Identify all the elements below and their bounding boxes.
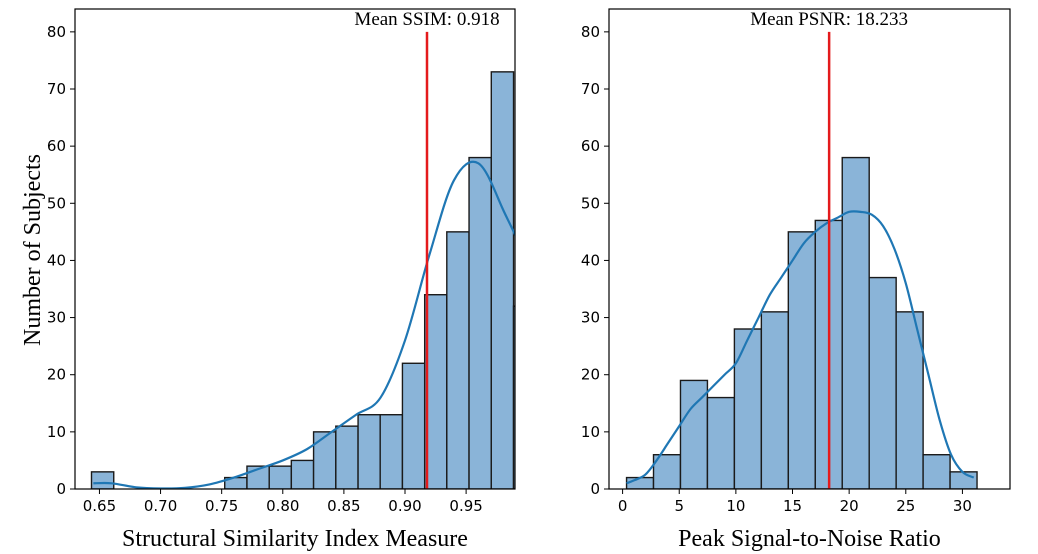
x-tick-label: 15 [783,497,802,515]
y-tick-label: 30 [581,309,600,327]
histogram-bar [760,311,790,489]
x-tick-label: 0.90 [388,497,421,515]
histogram-bar [841,156,870,489]
axes-frame [74,8,516,490]
y-tick-label: 40 [47,251,66,269]
x-tick-label: 0 [618,497,628,515]
y-tick-label: 70 [581,80,600,98]
histogram-bar [379,414,404,489]
plot-area [625,31,978,489]
plot-area [90,31,515,489]
histogram-bar [652,454,682,489]
y-tick-label: 40 [581,251,600,269]
x-axis-title: Peak Signal-to-Noise Ratio [678,526,941,552]
histogram-bar [895,311,924,489]
histogram-bar [357,414,381,489]
histogram-bar [268,465,293,489]
histogram-bar [679,379,709,489]
histogram-bar [490,71,515,489]
y-tick-label: 30 [47,309,66,327]
y-tick-label: 20 [581,366,600,384]
y-tick-label: 60 [581,137,600,155]
x-tick-label: 25 [896,497,915,515]
mean-label: Mean PSNR: 18.233 [750,9,908,30]
y-tick-label: 10 [47,423,66,441]
y-tick-label: 50 [47,194,66,212]
histogram-bar [290,459,315,489]
mean-label: Mean SSIM: 0.918 [354,9,499,30]
y-axis-title: Number of Subjects [20,154,46,346]
histogram-bar [949,471,978,489]
y-tick-label: 0 [56,480,66,498]
histogram-bar [706,396,736,489]
axes-frame [608,8,1011,490]
histogram-bar [335,425,359,489]
histogram-bar [312,431,337,489]
x-axis-title: Structural Similarity Index Measure [122,526,468,552]
ssim-histogram-panel: Mean SSIM: 0.918 0 10 20 30 40 50 60 70 80 0.65 0.7… [47,8,516,552]
y-tick-label: 80 [581,23,600,41]
histogram-bar [868,276,897,489]
x-tick-label: 20 [840,497,859,515]
histogram-bar [90,471,115,489]
histogram-bar [787,231,816,489]
histogram-bar [733,328,763,489]
x-tick-label: 0.70 [144,497,177,515]
kde-curve [626,210,975,485]
psnr-histogram-panel: Mean PSNR: 18.233 0 10 20 30 40 50 60 70 80 0 5 10 15… [581,8,1011,552]
histogram-bar [401,362,426,489]
x-tick-label: 0.65 [83,497,116,515]
histogram-bar [625,476,655,489]
y-tick-label: 20 [47,366,66,384]
x-tick-label: 0.85 [327,497,360,515]
y-tick-label: 60 [47,137,66,155]
y-tick-label: 50 [581,194,600,212]
histogram-bar [446,231,470,489]
x-tick-label: 0.95 [449,497,482,515]
y-tick-label: 0 [590,480,600,498]
y-tick-label: 70 [47,80,66,98]
x-tick-label: 30 [953,497,972,515]
x-tick-label: 10 [726,497,745,515]
x-tick-label: 0.80 [266,497,299,515]
y-tick-label: 80 [47,23,66,41]
x-tick-label: 5 [674,497,684,515]
y-tick-label: 10 [581,423,600,441]
histogram-bar [468,156,492,489]
histogram-bar [922,454,951,489]
histogram-bar [512,305,515,489]
x-tick-label: 0.75 [205,497,238,515]
